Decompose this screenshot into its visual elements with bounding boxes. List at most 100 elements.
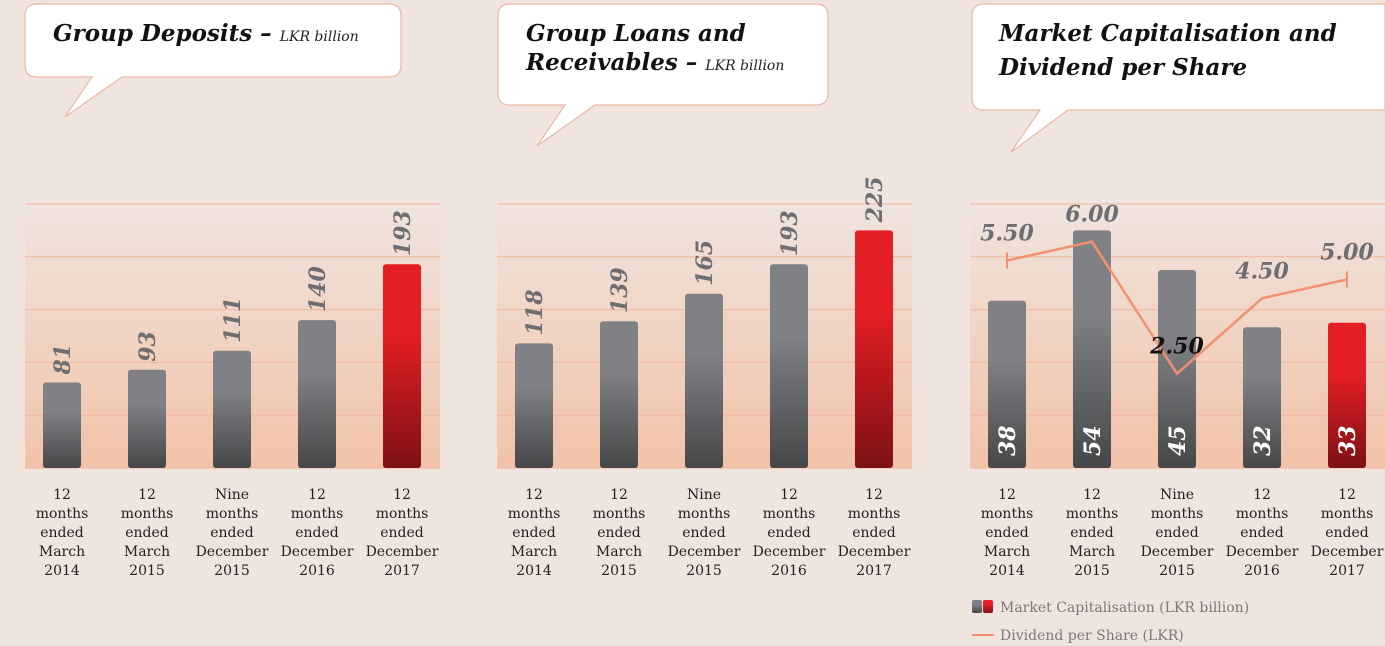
x-tick-label: months <box>1151 506 1204 522</box>
x-tick-label: 12 <box>393 487 411 503</box>
bar-value-label: 193 <box>390 210 416 256</box>
bar <box>1073 230 1111 468</box>
line-value-label: 5.00 <box>1320 239 1374 265</box>
x-tick-label: 2016 <box>1244 563 1280 579</box>
x-tick-label: 2014 <box>44 563 80 579</box>
x-tick-label: March <box>596 544 642 560</box>
bar <box>770 264 808 468</box>
x-tick-label: months <box>206 506 259 522</box>
bar-value-label: 140 <box>305 266 331 313</box>
chart-title: Market Capitalisation and <box>998 20 1337 47</box>
x-tick-label: 2017 <box>1329 563 1365 579</box>
x-tick-label: 12 <box>1083 487 1101 503</box>
bar-value-label: 118 <box>522 289 548 335</box>
bar-value-label: 81 <box>50 344 76 376</box>
x-tick-label: months <box>1321 506 1374 522</box>
x-tick-label: December <box>753 544 826 560</box>
x-tick-label: ended <box>682 525 726 541</box>
bar-value-label: 45 <box>1165 425 1191 456</box>
bar <box>213 350 251 468</box>
x-tick-label: December <box>366 544 439 560</box>
x-tick-label: 12 <box>998 487 1016 503</box>
x-tick-label: March <box>1069 544 1115 560</box>
x-tick-label: months <box>848 506 901 522</box>
x-tick-label: ended <box>1155 525 1199 541</box>
x-tick-label: 2015 <box>601 563 637 579</box>
legend-swatch <box>972 600 982 613</box>
x-tick-label: December <box>1311 544 1384 560</box>
bar <box>685 293 723 468</box>
x-tick-label: ended <box>1240 525 1284 541</box>
bar <box>515 343 553 468</box>
line-value-label: 6.00 <box>1065 202 1119 228</box>
x-tick-label: March <box>984 544 1030 560</box>
x-tick-label: Nine <box>215 487 249 503</box>
x-tick-label: ended <box>210 525 254 541</box>
bar <box>855 230 893 468</box>
x-tick-label: March <box>511 544 557 560</box>
x-tick-label: months <box>593 506 646 522</box>
x-tick-label: 2017 <box>856 563 892 579</box>
x-tick-label: 12 <box>308 487 326 503</box>
bar <box>298 320 336 468</box>
x-tick-label: ended <box>767 525 811 541</box>
bar <box>1158 270 1196 468</box>
bar-value-label: 111 <box>220 297 246 343</box>
x-tick-label: ended <box>1070 525 1114 541</box>
line-value-label: 2.50 <box>1149 334 1204 360</box>
x-tick-label: December <box>196 544 269 560</box>
x-tick-label: ended <box>852 525 896 541</box>
x-tick-label: ended <box>512 525 556 541</box>
x-tick-label: ended <box>40 525 84 541</box>
x-tick-label: months <box>291 506 344 522</box>
bar <box>1243 327 1281 468</box>
x-tick-label: months <box>508 506 561 522</box>
x-tick-label: 2015 <box>1159 563 1195 579</box>
bar-value-label: 54 <box>1080 425 1106 456</box>
x-tick-label: 12 <box>865 487 883 503</box>
x-tick-label: December <box>668 544 741 560</box>
x-tick-label: ended <box>985 525 1029 541</box>
bar-value-label: 165 <box>692 240 718 286</box>
x-tick-label: March <box>39 544 85 560</box>
x-tick-label: 2014 <box>516 563 552 579</box>
x-tick-label: ended <box>1325 525 1369 541</box>
x-tick-label: months <box>678 506 731 522</box>
x-tick-label: 2014 <box>989 563 1025 579</box>
x-tick-label: months <box>376 506 429 522</box>
bar-value-label: 225 <box>862 176 888 223</box>
x-tick-label: months <box>36 506 89 522</box>
x-tick-label: months <box>763 506 816 522</box>
chart-subtitle: LKR billion <box>704 58 784 74</box>
x-tick-label: 2016 <box>299 563 335 579</box>
x-tick-label: 12 <box>1338 487 1356 503</box>
bar <box>43 382 81 468</box>
x-tick-label: 2017 <box>384 563 420 579</box>
chart-subtitle: LKR billion <box>279 29 359 45</box>
x-tick-label: 2015 <box>1074 563 1110 579</box>
bar-value-label: 38 <box>995 425 1021 456</box>
bar <box>1328 322 1366 468</box>
chart-title: Receivables – <box>525 49 697 76</box>
x-tick-label: 12 <box>780 487 798 503</box>
x-tick-label: December <box>838 544 911 560</box>
x-tick-label: months <box>1236 506 1289 522</box>
x-tick-label: 12 <box>525 487 543 503</box>
line-value-label: 4.50 <box>1235 258 1289 284</box>
x-tick-label: months <box>1066 506 1119 522</box>
chart-title: Dividend per Share <box>998 54 1247 81</box>
bar-value-label: 33 <box>1335 425 1361 456</box>
x-tick-label: December <box>1141 544 1214 560</box>
chart-title: Group Deposits – <box>53 20 272 47</box>
line <box>1006 240 1348 376</box>
bar-value-label: 193 <box>777 210 803 256</box>
bar <box>128 369 166 468</box>
bar <box>383 264 421 468</box>
line-value-label: 5.50 <box>980 221 1034 247</box>
x-tick-label: December <box>1226 544 1299 560</box>
x-tick-label: ended <box>125 525 169 541</box>
x-tick-label: Nine <box>1160 487 1194 503</box>
x-tick-label: ended <box>380 525 424 541</box>
bar-value-label: 139 <box>607 267 633 313</box>
